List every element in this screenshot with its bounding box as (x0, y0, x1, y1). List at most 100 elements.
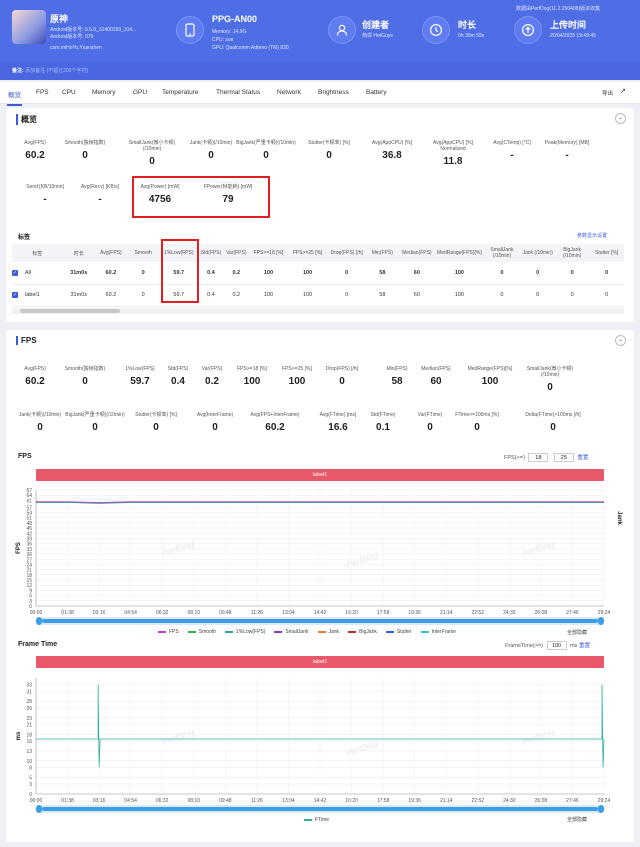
frametime-reset-button[interactable]: 重置 (578, 643, 590, 649)
tab-battery[interactable]: Battery (366, 89, 387, 96)
x-tick-label: 09:48 (219, 610, 232, 616)
upload-icon (514, 16, 542, 44)
fps-chart[interactable]: 0369121518212427303336394245485154576164… (0, 482, 640, 617)
legend-item[interactable]: Stutter (385, 629, 412, 635)
frametime-legend-label: FTime (315, 817, 329, 823)
legend-item[interactable]: InterFrame (420, 629, 456, 635)
stat-std: Std(FPS) 0.4 (148, 366, 208, 387)
tab-temperature[interactable]: Temperature (162, 89, 199, 96)
frametime-label-banner[interactable]: label1 (36, 656, 604, 668)
stat-value: 0.2 (205, 376, 219, 387)
fps-hide-all-button[interactable]: 全部隐藏 (567, 630, 588, 636)
tab-bar: 概览 FPS CPU Memory GPU Temperature Therma… (0, 82, 640, 106)
fps-threshold-25-input[interactable]: 25 (553, 453, 574, 462)
collapse-icon[interactable]: ⌄ (615, 335, 626, 346)
y-tick-label: 39 (26, 536, 32, 542)
table-header-cell[interactable]: Smooth (127, 244, 160, 262)
table-header-cell[interactable]: 1%Low(FPS) (159, 244, 199, 262)
stat-avg: Avg(FPS+InterFrame) 60.2 (245, 412, 305, 433)
frametime-threshold-control: FrameTime(>=) 100 ms 重置 (505, 641, 590, 650)
y-tick-label: 67 (26, 488, 32, 494)
table-header-cell[interactable]: Min(FPS) (366, 244, 399, 262)
legend-item[interactable]: SmallJank (274, 629, 309, 635)
x-tick-label: 08:10 (188, 610, 201, 616)
table-header-cell[interactable]: MedRange(FPS)[%] (435, 244, 484, 262)
tab-cpu[interactable]: CPU (62, 89, 76, 96)
legend-swatch (158, 630, 166, 633)
note-label: 备注: (12, 68, 24, 74)
stat-label: BigJank(严重卡顿)(/10min) (65, 412, 125, 418)
fps-threshold-18-input[interactable]: 18 (528, 453, 549, 462)
table-header-cell[interactable]: Var(FPS) (223, 244, 249, 262)
table-header-cell[interactable]: FPS>=25 [%] (288, 244, 328, 262)
row-checkbox[interactable]: ✓ (12, 292, 18, 298)
stat-label: SmallJank(微小卡顿)(/10min) (526, 366, 574, 378)
tab-fps[interactable]: FPS (36, 89, 49, 96)
frametime-hide-all-button[interactable]: 全部隐藏 (567, 817, 588, 823)
frametime-range-slider[interactable] (36, 805, 604, 813)
table-cell: 60 (398, 262, 436, 285)
table-header-cell[interactable]: Drop(FPS) [/h] (327, 244, 367, 262)
stat-send: Send [KB/10min] - (15, 184, 75, 205)
table-header-cell[interactable]: Jank (/10min) (520, 244, 555, 262)
stat-avg: Avg(FPS) 60.2 (5, 366, 65, 387)
note-bar: 备注: 添加备注 (不超过200个字符) (0, 62, 640, 80)
tab-thermal-status[interactable]: Thermal Status (216, 89, 261, 96)
tab-network[interactable]: Network (277, 89, 301, 96)
header-bar: 原神 Android版本号: 5.5.0_31400259_314... And… (0, 0, 640, 62)
table-header-cell[interactable]: Avg(FPS) (94, 244, 128, 262)
table-row[interactable]: ✓ All 31m0s 60.2 0 59.7 0.4 0.2 100 100 0 58 60 100 0 0… (12, 262, 624, 285)
stat-value: 0 (37, 422, 43, 433)
export-icon[interactable]: ↗ (620, 88, 626, 95)
row-checkbox[interactable]: ✓ (12, 269, 18, 276)
table-header-cell[interactable]: SmallJank (/10min) (483, 244, 521, 262)
tab-gpu[interactable]: GPU (133, 89, 148, 96)
phone-icon (176, 16, 204, 44)
table-row[interactable]: ✓ label1 31m0s 60.2 0 59.7 0.4 0.2 100 100 0 58 60 10… (12, 284, 624, 307)
stat-median: Median(FPS) 60 (406, 366, 466, 387)
legend-label: Stutter (396, 629, 412, 635)
column-settings-link[interactable]: 参数显示设置 (577, 233, 608, 239)
export-button[interactable]: 导出 (602, 91, 614, 97)
legend-swatch (385, 630, 394, 633)
frametime-threshold-input[interactable]: 100 (546, 641, 567, 650)
tab-brightness[interactable]: Brightness (318, 89, 349, 96)
legend-item[interactable]: Smooth (187, 629, 216, 635)
fps-reset-button[interactable]: 重置 (577, 455, 589, 461)
table-header-cell[interactable]: FPS>=18 [%] (248, 244, 289, 262)
x-tick-label: 00:00 (30, 610, 43, 616)
legend-item[interactable]: FPS (158, 629, 179, 635)
stat-value: 59.7 (130, 376, 150, 387)
stat-avg: Avg(FTime) [ms] 16.6 (308, 412, 368, 433)
x-tick-label: 13:04 (282, 610, 295, 616)
table-header-cell[interactable]: 标签 (12, 244, 63, 262)
stat-label: Avg(CTemp) [°C] (493, 140, 531, 146)
stat-label: Avg(Power) [mW] (140, 184, 180, 190)
x-tick-label: 24:30 (503, 798, 516, 804)
tab-overview[interactable]: 概览 (7, 89, 22, 106)
stat-bigjank: BigJank(严重卡顿)(/10min) 0 (236, 140, 296, 161)
x-tick-label: 16:20 (345, 610, 358, 616)
fps-label-banner[interactable]: label1 (36, 469, 604, 481)
fps-range-slider[interactable] (36, 617, 604, 625)
stat-avg: Avg(AppCPU) [%] 36.8 (362, 140, 422, 161)
collapse-icon[interactable]: ⌄ (615, 113, 626, 124)
x-tick-label: 29:24 (598, 610, 611, 616)
note-input[interactable]: 添加备注 (不超过200个字符) (25, 68, 89, 74)
table-header-cell[interactable]: BigJank (/10min) (554, 244, 590, 262)
table-scrollbar[interactable] (12, 308, 624, 314)
table-header-cell[interactable]: 时长 (62, 244, 95, 262)
overview-title: 概览 (16, 114, 37, 125)
legend-swatch (348, 630, 357, 633)
legend-item[interactable]: 1%Low(FPS) (224, 629, 265, 635)
x-tick-label: 06:32 (156, 610, 169, 616)
table-header-cell[interactable]: Stutter [%] (589, 244, 624, 262)
table-header-cell[interactable]: Std(FPS) (198, 244, 224, 262)
y-tick-label: 18 (26, 732, 32, 738)
legend-item[interactable]: Jank (317, 629, 339, 635)
clock-icon (422, 16, 450, 44)
table-header-cell[interactable]: Median(FPS) (398, 244, 436, 262)
legend-item[interactable]: BigJank (348, 629, 377, 635)
tab-memory[interactable]: Memory (92, 89, 116, 96)
